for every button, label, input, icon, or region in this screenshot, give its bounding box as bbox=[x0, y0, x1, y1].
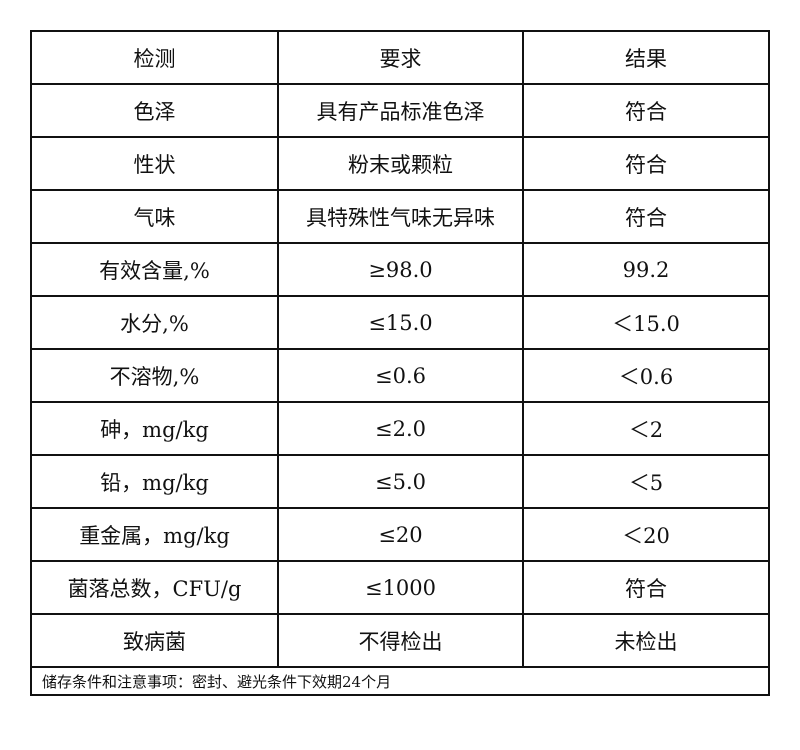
test-item-cell: 菌落总数，CFU/g bbox=[30, 560, 279, 615]
test-item-cell: 性状 bbox=[30, 136, 279, 191]
inspection-table: 检测 要求 结果 色泽 具有产品标准色泽 符合 性状 粉末或颗粒 符合 气味 具特殊性气味无异… bbox=[30, 30, 770, 696]
requirement-cell: ≤20 bbox=[277, 507, 524, 562]
requirement-cell: 具特殊性气味无异味 bbox=[277, 189, 524, 244]
table-row: 砷，mg/kg ≤2.0 ＜2 bbox=[30, 401, 770, 456]
test-item-cell: 重金属，mg/kg bbox=[30, 507, 279, 562]
result-cell: 符合 bbox=[522, 189, 770, 244]
header-row: 检测 要求 结果 bbox=[30, 30, 770, 85]
result-cell: 符合 bbox=[522, 136, 770, 191]
header-test: 检测 bbox=[30, 30, 279, 85]
requirement-cell: ≥98.0 bbox=[277, 242, 524, 297]
table-row: 水分,% ≤15.0 ＜15.0 bbox=[30, 295, 770, 350]
table-row: 气味 具特殊性气味无异味 符合 bbox=[30, 189, 770, 244]
result-cell: ＜5 bbox=[522, 454, 770, 509]
table-row: 不溶物,% ≤0.6 ＜0.6 bbox=[30, 348, 770, 403]
footer-row: 储存条件和注意事项：密封、避光条件下效期24个月 bbox=[30, 666, 770, 696]
result-cell: 符合 bbox=[522, 83, 770, 138]
table-row: 铅，mg/kg ≤5.0 ＜5 bbox=[30, 454, 770, 509]
requirement-cell: 具有产品标准色泽 bbox=[277, 83, 524, 138]
result-cell: ＜0.6 bbox=[522, 348, 770, 403]
result-cell: 未检出 bbox=[522, 613, 770, 668]
table-row: 致病菌 不得检出 未检出 bbox=[30, 613, 770, 668]
result-cell: 符合 bbox=[522, 560, 770, 615]
result-cell: ＜15.0 bbox=[522, 295, 770, 350]
test-item-cell: 砷，mg/kg bbox=[30, 401, 279, 456]
requirement-cell: ≤0.6 bbox=[277, 348, 524, 403]
header-requirement: 要求 bbox=[277, 30, 524, 85]
test-item-cell: 色泽 bbox=[30, 83, 279, 138]
requirement-cell: ≤1000 bbox=[277, 560, 524, 615]
requirement-cell: ≤2.0 bbox=[277, 401, 524, 456]
requirement-cell: ≤5.0 bbox=[277, 454, 524, 509]
table-row: 有效含量,% ≥98.0 99.2 bbox=[30, 242, 770, 297]
header-result: 结果 bbox=[522, 30, 770, 85]
test-item-cell: 水分,% bbox=[30, 295, 279, 350]
storage-note: 储存条件和注意事项：密封、避光条件下效期24个月 bbox=[30, 666, 770, 696]
test-item-cell: 致病菌 bbox=[30, 613, 279, 668]
table-row: 性状 粉末或颗粒 符合 bbox=[30, 136, 770, 191]
test-item-cell: 气味 bbox=[30, 189, 279, 244]
requirement-cell: ≤15.0 bbox=[277, 295, 524, 350]
result-cell: 99.2 bbox=[522, 242, 770, 297]
test-item-cell: 不溶物,% bbox=[30, 348, 279, 403]
test-item-cell: 铅，mg/kg bbox=[30, 454, 279, 509]
test-item-cell: 有效含量,% bbox=[30, 242, 279, 297]
table-row: 菌落总数，CFU/g ≤1000 符合 bbox=[30, 560, 770, 615]
table-row: 重金属，mg/kg ≤20 ＜20 bbox=[30, 507, 770, 562]
result-cell: ＜20 bbox=[522, 507, 770, 562]
requirement-cell: 不得检出 bbox=[277, 613, 524, 668]
requirement-cell: 粉末或颗粒 bbox=[277, 136, 524, 191]
table-row: 色泽 具有产品标准色泽 符合 bbox=[30, 83, 770, 138]
result-cell: ＜2 bbox=[522, 401, 770, 456]
